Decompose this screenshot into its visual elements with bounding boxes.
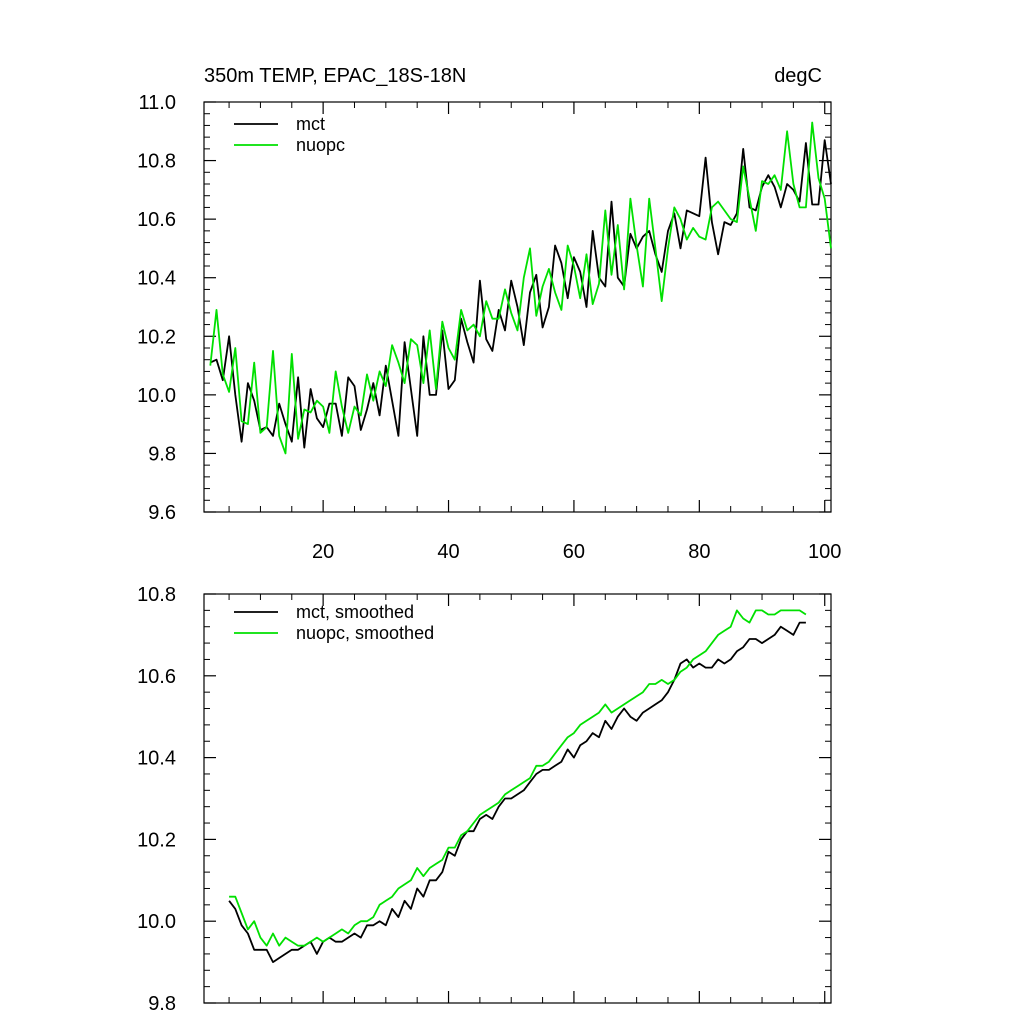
bottom-y-tick-label: 10.0 xyxy=(137,911,176,933)
top-x-tick-label: 40 xyxy=(437,541,459,563)
top-y-tick-label: 10.2 xyxy=(137,326,176,348)
bottom-series-line-nuopc xyxy=(229,609,807,947)
top-y-tick-label: 10.8 xyxy=(137,151,176,173)
top-chart-panel: 20 40 60 80 100 9.6 9.8 10.0 10.2 10.4 10.6 10.8 11.… xyxy=(137,92,841,563)
top-x-tick-label: 100 xyxy=(808,541,841,563)
top-legend-label: mct xyxy=(296,114,325,134)
top-y-tick-label: 10.6 xyxy=(137,209,176,231)
top-legend-label: nuopc xyxy=(296,135,345,155)
top-x-tick-label: 60 xyxy=(563,541,585,563)
bottom-plot-frame xyxy=(203,593,832,1004)
bottom-y-tick-label: 10.4 xyxy=(137,748,176,770)
top-series-line-mct xyxy=(209,139,832,449)
bottom-legend-label: mct, smoothed xyxy=(296,602,414,622)
bottom-legend-label: nuopc, smoothed xyxy=(296,623,434,643)
top-chart-units: degC xyxy=(774,65,822,87)
bottom-y-tick-label: 10.8 xyxy=(137,584,176,606)
top-series-line-nuopc xyxy=(209,121,832,455)
top-chart-title: 350m TEMP, EPAC_18S-18N xyxy=(204,65,466,87)
top-y-tick-label: 9.8 xyxy=(148,443,176,465)
top-y-tick-label: 9.6 xyxy=(148,502,176,524)
bottom-y-tick-label: 9.8 xyxy=(148,993,176,1015)
top-y-tick-label: 10.4 xyxy=(137,268,176,290)
bottom-series-line-mct xyxy=(228,621,806,963)
top-x-tick-label: 80 xyxy=(688,541,710,563)
top-x-tick-label: 20 xyxy=(312,541,334,563)
top-y-tick-label: 11.0 xyxy=(139,92,176,114)
top-plot-frame xyxy=(203,101,832,513)
bottom-y-tick-label: 10.6 xyxy=(137,666,176,688)
top-y-tick-label: 10.0 xyxy=(137,385,176,407)
bottom-y-tick-label: 10.2 xyxy=(137,829,176,851)
bottom-chart-panel: 9.8 10.0 10.2 10.4 10.6 10.8 mct, smoothednuop… xyxy=(137,584,832,1015)
